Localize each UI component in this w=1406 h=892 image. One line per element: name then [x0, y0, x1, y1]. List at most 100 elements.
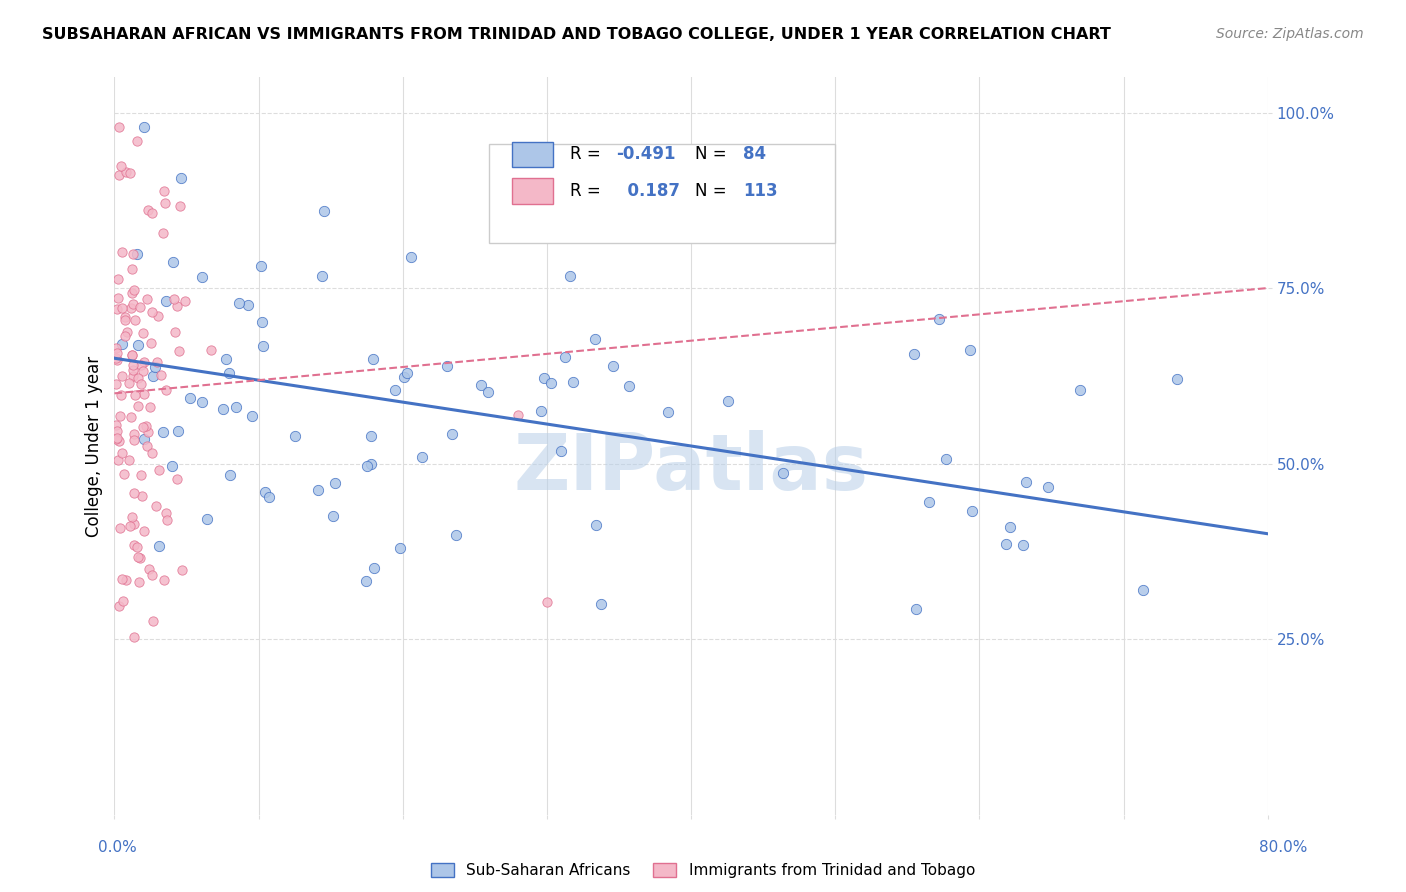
- Point: [169, 199, 191, 213]
- Point: [124, 313, 146, 327]
- Point: [146, 355, 169, 369]
- Point: [142, 614, 165, 628]
- Point: [121, 358, 143, 372]
- Point: [152, 573, 174, 587]
- Point: [107, 453, 129, 467]
- Legend: Sub-Saharan Africans, Immigrants from Trinidad and Tobago: Sub-Saharan Africans, Immigrants from Tr…: [425, 857, 981, 884]
- Point: [108, 599, 131, 614]
- Point: [115, 574, 138, 588]
- FancyBboxPatch shape: [489, 144, 835, 244]
- Point: [389, 541, 412, 556]
- Point: [994, 537, 1017, 551]
- Point: [141, 304, 163, 318]
- Point: [307, 483, 329, 497]
- Point: [122, 538, 145, 552]
- Point: [129, 300, 152, 314]
- Point: [162, 255, 184, 269]
- Point: [905, 602, 928, 616]
- Point: [169, 344, 191, 359]
- Point: [166, 299, 188, 313]
- Point: [257, 491, 280, 505]
- Text: -0.491: -0.491: [616, 145, 676, 163]
- Point: [152, 226, 174, 240]
- Point: [411, 450, 433, 464]
- Point: [477, 384, 499, 399]
- Point: [142, 368, 165, 383]
- Point: [146, 309, 169, 323]
- Point: [107, 434, 129, 449]
- Point: [120, 409, 142, 424]
- Point: [105, 352, 128, 367]
- Point: [399, 250, 422, 264]
- Point: [561, 376, 583, 390]
- Point: [122, 516, 145, 531]
- Point: [145, 499, 167, 513]
- Point: [108, 120, 131, 134]
- Point: [170, 563, 193, 577]
- Point: [141, 446, 163, 460]
- Point: [284, 429, 307, 443]
- Text: R =: R =: [569, 182, 606, 201]
- Point: [120, 519, 142, 533]
- Point: [153, 184, 176, 198]
- Point: [1166, 372, 1188, 386]
- Point: [440, 427, 463, 442]
- Point: [125, 247, 148, 261]
- Point: [218, 366, 240, 380]
- Point: [200, 343, 222, 358]
- Point: [108, 521, 131, 535]
- Point: [132, 432, 155, 446]
- Point: [716, 394, 738, 409]
- Point: [129, 467, 152, 482]
- Point: [115, 165, 138, 179]
- Point: [111, 369, 134, 384]
- Point: [602, 359, 624, 373]
- Y-axis label: College, Under 1 year: College, Under 1 year: [86, 355, 103, 537]
- Point: [148, 463, 170, 477]
- Point: [166, 424, 188, 438]
- Point: [153, 196, 176, 211]
- Point: [141, 206, 163, 220]
- Point: [127, 549, 149, 564]
- Point: [127, 338, 149, 352]
- Point: [118, 453, 141, 467]
- Point: [107, 271, 129, 285]
- Text: Source: ZipAtlas.com: Source: ZipAtlas.com: [1216, 27, 1364, 41]
- Point: [959, 343, 981, 357]
- Point: [125, 540, 148, 554]
- Point: [122, 630, 145, 644]
- Point: [136, 425, 159, 440]
- Point: [583, 332, 606, 346]
- Point: [121, 285, 143, 300]
- Point: [470, 377, 492, 392]
- Point: [163, 325, 186, 339]
- Point: [392, 369, 415, 384]
- Text: ZIPatlas: ZIPatlas: [513, 430, 869, 506]
- Point: [125, 134, 148, 148]
- Point: [122, 297, 145, 311]
- Point: [110, 337, 132, 351]
- Point: [585, 517, 607, 532]
- Point: [118, 376, 141, 391]
- Point: [149, 368, 172, 383]
- Point: [903, 347, 925, 361]
- Point: [356, 458, 378, 473]
- Point: [110, 387, 132, 401]
- Point: [253, 484, 276, 499]
- Point: [139, 336, 162, 351]
- Point: [236, 298, 259, 312]
- Point: [617, 378, 640, 392]
- Point: [122, 283, 145, 297]
- Point: [506, 408, 529, 422]
- Text: N =: N =: [695, 182, 731, 201]
- Point: [360, 429, 382, 443]
- Point: [155, 294, 177, 309]
- Point: [136, 203, 159, 218]
- Point: [127, 370, 149, 384]
- Point: [108, 409, 131, 424]
- Point: [105, 346, 128, 360]
- Text: 113: 113: [742, 182, 778, 201]
- Point: [148, 539, 170, 553]
- Point: [124, 387, 146, 401]
- Text: 80.0%: 80.0%: [1260, 840, 1308, 855]
